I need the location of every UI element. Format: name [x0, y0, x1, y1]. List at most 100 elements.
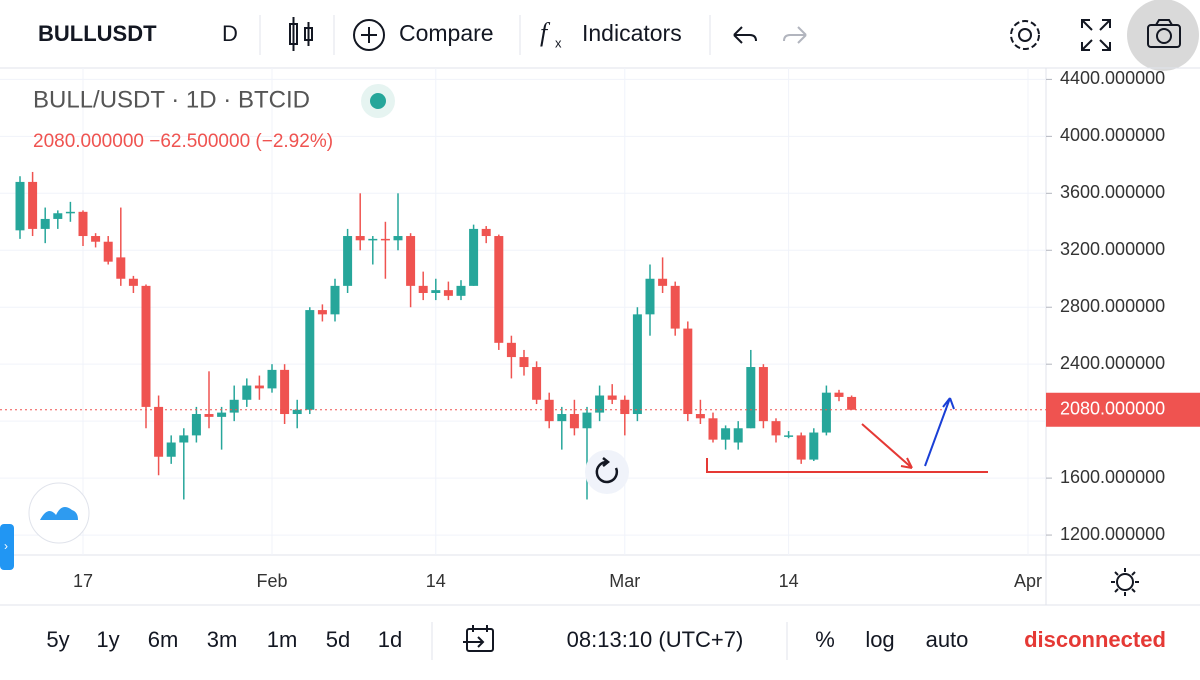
candle-body	[771, 421, 781, 436]
side-tab-arrow[interactable]: ›	[4, 539, 8, 553]
y-tick-label: 1600.000000	[1060, 467, 1165, 487]
candle-body	[53, 213, 63, 219]
candle-body	[65, 211, 75, 214]
log-toggle[interactable]: log	[865, 627, 894, 652]
y-tick-label: 4400.000000	[1060, 68, 1165, 88]
indicators-icon[interactable]: f	[540, 18, 551, 47]
candle-body	[28, 181, 38, 229]
candle-body	[40, 218, 50, 229]
candle-body	[116, 257, 126, 279]
candle-body	[368, 238, 378, 241]
status-dot	[370, 93, 386, 109]
undo[interactable]	[733, 26, 757, 44]
candle-body	[658, 278, 668, 286]
goto-date[interactable]	[463, 625, 494, 652]
fullscreen[interactable]	[1081, 19, 1111, 51]
candle-body	[708, 418, 718, 440]
candle-body	[179, 435, 189, 443]
range-button[interactable]: 3m	[207, 627, 238, 652]
candle-body	[821, 392, 831, 433]
candle-body	[393, 236, 403, 241]
compare[interactable]: Compare	[399, 20, 494, 46]
candle-body	[103, 241, 113, 262]
candle-body	[91, 236, 101, 242]
candle-body	[78, 211, 88, 237]
compare-icon[interactable]	[353, 19, 385, 51]
side-tab[interactable]	[0, 524, 14, 570]
last-price-box	[1046, 392, 1200, 427]
candle-body	[809, 432, 819, 460]
candle-body	[607, 395, 617, 400]
interval[interactable]: D	[222, 21, 238, 46]
symbol[interactable]: BULLUSDT	[38, 21, 157, 46]
x-tick-label: 14	[426, 571, 446, 591]
up-arrow	[924, 397, 955, 467]
candle-body	[632, 314, 642, 415]
y-tick-label: 3200.000000	[1060, 239, 1165, 259]
candle-body	[305, 310, 315, 410]
candle-body	[481, 228, 491, 237]
candle-body	[330, 285, 340, 315]
range-button[interactable]: 1y	[96, 627, 119, 652]
candle-body	[406, 236, 416, 286]
percent-toggle[interactable]: %	[815, 627, 835, 652]
support-line	[706, 458, 988, 473]
y-tick-label: 1200.000000	[1060, 524, 1165, 544]
candle-body	[494, 236, 504, 343]
candle-body	[683, 328, 693, 415]
down-arrow	[861, 423, 913, 469]
candle-body	[784, 435, 794, 437]
candle-body	[506, 342, 516, 358]
time-settings[interactable]	[1111, 568, 1139, 596]
connection-status: disconnected	[1024, 627, 1166, 652]
candle-body	[456, 285, 466, 296]
range-button[interactable]: 6m	[148, 627, 179, 652]
candle-body	[758, 367, 768, 422]
candle-body	[847, 396, 857, 410]
candle-body	[166, 442, 176, 457]
y-tick-label: 4000.000000	[1060, 125, 1165, 145]
chart-type-icon[interactable]	[289, 17, 313, 51]
camera-button[interactable]	[1127, 0, 1199, 71]
candle-body	[557, 414, 567, 422]
reset-icon[interactable]	[595, 457, 619, 484]
candle-body	[431, 290, 441, 293]
indicators-icon[interactable]: x	[555, 35, 562, 50]
candle-body	[242, 385, 252, 400]
logo[interactable]	[40, 506, 78, 520]
candle-body	[695, 414, 705, 419]
candle-body	[532, 367, 542, 400]
candle-body	[418, 285, 428, 293]
range-buttons: 5y 1y 6m 3m 1m 5d 1d	[46, 627, 402, 652]
candle-body	[834, 392, 844, 397]
drawings	[706, 397, 988, 473]
redo[interactable]	[783, 26, 807, 44]
x-tick-label: 17	[73, 571, 93, 591]
candle-body	[343, 236, 353, 286]
candle-body	[154, 406, 164, 457]
candle-body	[733, 428, 743, 443]
range-button[interactable]: 5d	[326, 627, 350, 652]
camera-icon[interactable]	[1147, 19, 1181, 48]
settings[interactable]	[1010, 20, 1040, 50]
candle-body	[469, 228, 479, 286]
auto-toggle[interactable]: auto	[926, 627, 969, 652]
candle-body	[141, 285, 151, 407]
candle-body	[254, 385, 264, 389]
candle-body	[443, 290, 453, 296]
last-price-label: 2080.000000	[1060, 399, 1165, 419]
candle-body	[645, 278, 655, 315]
range-button[interactable]: 1d	[378, 627, 402, 652]
candle-body	[317, 310, 327, 315]
range-button[interactable]: 1m	[267, 627, 298, 652]
indicators[interactable]: Indicators	[582, 20, 682, 46]
candle-body	[217, 412, 227, 417]
range-button[interactable]: 5y	[46, 627, 69, 652]
candle-body	[569, 414, 579, 429]
y-tick-label: 2800.000000	[1060, 296, 1165, 316]
candle-body	[267, 369, 277, 389]
reset-button[interactable]	[585, 450, 629, 494]
legend-values: 2080.000000 −62.500000 (−2.92%)	[33, 131, 333, 152]
